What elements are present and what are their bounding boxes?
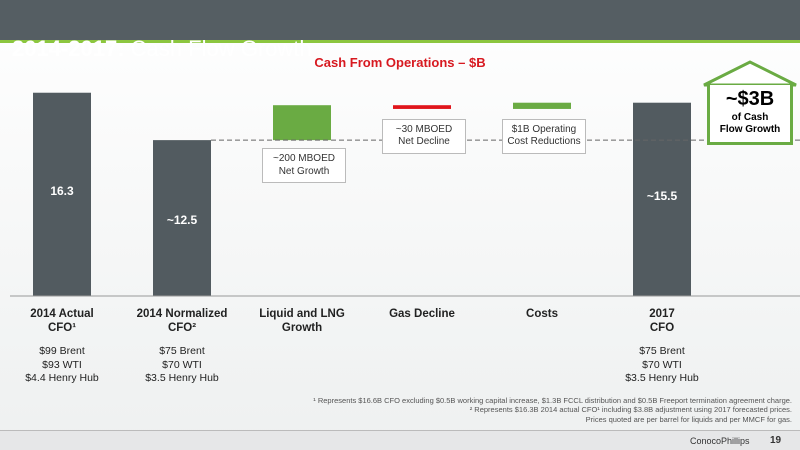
header-title: 2014-2017: Cash Flow Growth xyxy=(12,7,312,62)
bar xyxy=(513,102,571,109)
title-rest: Cash Flow Growth xyxy=(130,35,312,61)
annotation-box: $1B Operating Cost Reductions xyxy=(502,118,586,154)
category-note: $99 Brent $93 WTI $4.4 Henry Hub xyxy=(25,345,99,385)
x-tick-label: Gas Decline xyxy=(389,308,455,320)
logo: ConocoPhillips xyxy=(690,436,750,446)
title-bold: 2014-2017: xyxy=(12,35,125,61)
value-label: ~12.5 xyxy=(166,213,198,228)
callout-text: of Cash Flow Growth xyxy=(719,112,781,135)
chart-title: Cash From Operations – $B xyxy=(314,55,486,70)
footnotes: ¹ Represents $16.6B CFO excluding $0.5B … xyxy=(313,396,792,424)
x-tick-label: Costs xyxy=(526,308,558,320)
footnote: Prices quoted are per barrel for liquids… xyxy=(585,414,792,424)
annotation-box: ~30 MBOED Net Decline xyxy=(382,118,466,154)
page-number: 19 xyxy=(770,435,782,446)
bar xyxy=(273,105,331,141)
x-tick-label: 2014 Actual CFO¹ xyxy=(30,308,94,335)
category-note: $75 Brent $70 WTI $3.5 Henry Hub xyxy=(625,345,699,385)
category-note: $75 Brent $70 WTI $3.5 Henry Hub xyxy=(145,345,219,385)
x-tick-label: 2014 Normalized CFO² xyxy=(136,308,228,335)
value-label: ~15.5 xyxy=(646,189,678,204)
header-bar xyxy=(0,0,800,40)
x-tick-label: Liquid and LNG Growth xyxy=(259,308,345,335)
bar xyxy=(33,92,91,297)
bar xyxy=(153,140,211,296)
annotation-box: ~200 MBOED Net Growth xyxy=(262,148,346,184)
callout xyxy=(707,85,793,145)
x-tick-label: 2017 CFO xyxy=(649,308,675,335)
value-label: 16.3 xyxy=(50,184,74,199)
footnote: ¹ Represents $16.6B CFO excluding $0.5B … xyxy=(313,396,792,405)
callout-roof xyxy=(703,60,797,87)
footnote: ² Represents $16.3B 2014 actual CFO¹ inc… xyxy=(469,405,792,415)
header-rule xyxy=(0,40,800,43)
bar xyxy=(393,105,451,109)
bar xyxy=(633,102,691,297)
footer-bar xyxy=(0,430,800,450)
callout-value: ~$3B xyxy=(725,88,775,110)
